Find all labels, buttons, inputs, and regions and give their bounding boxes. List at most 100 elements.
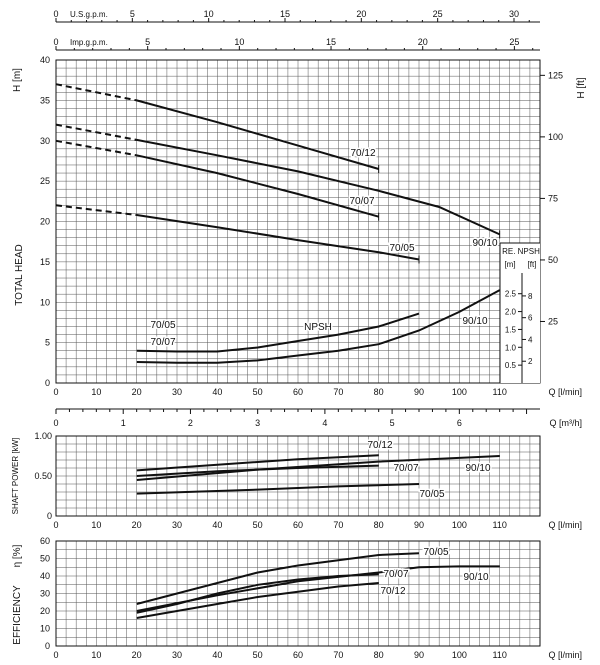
- eff-y-axis-title: EFFICIENCY: [12, 585, 23, 645]
- head-ft-tick-label: 25: [548, 316, 558, 326]
- eff-x-axis-label: Q [l/min]: [548, 650, 582, 660]
- curve-label-70-05: 70/05: [389, 243, 414, 254]
- head-y-tick-label: 5: [45, 338, 50, 348]
- top-axis-tick-label: 20: [356, 9, 366, 19]
- m3h-tick-label: 1: [121, 418, 126, 428]
- head-curve-90-10: [136, 138, 501, 236]
- eff-x-tick-label: 60: [293, 650, 303, 660]
- curve-label-70-07: 70/07: [150, 337, 175, 348]
- m3h-tick-label: 4: [322, 418, 327, 428]
- top-axis-tick-label: 25: [509, 37, 519, 47]
- top-axis-tick-label: 15: [326, 37, 336, 47]
- npsh-m-tick-label: 1.5: [505, 325, 517, 334]
- curve-label-70-05: 70/05: [150, 320, 175, 331]
- head-x-tick-label: 30: [172, 387, 182, 397]
- power-x-axis-label: Q [l/min]: [548, 520, 582, 530]
- head-curve-70-05-dashed: [55, 204, 137, 216]
- eff-y-tick-label: 10: [40, 624, 50, 634]
- head-curve-70-05: [136, 214, 420, 261]
- m3h-tick-label: 0: [53, 418, 58, 428]
- eff-x-tick-label: 0: [53, 650, 58, 660]
- head-x-tick-label: 10: [91, 387, 101, 397]
- power-x-tick-label: 70: [333, 520, 343, 530]
- head-y-unit-right: H [ft]: [576, 77, 587, 98]
- curve-label-70-12: 70/12: [350, 148, 375, 159]
- head-y-axis-title: TOTAL HEAD: [14, 244, 25, 306]
- power-y-tick-label: 0: [47, 511, 52, 521]
- top-axis-tick-label: 15: [280, 9, 290, 19]
- eff-x-tick-label: 30: [172, 650, 182, 660]
- eff-frame: [55, 540, 541, 647]
- power-curve-70-12: [136, 454, 379, 472]
- head-y-tick-label: 40: [40, 55, 50, 65]
- eff-y-tick-label: 0: [45, 641, 50, 651]
- head-curve-90-10-dashed: [55, 123, 137, 141]
- head-y-tick-label: 30: [40, 136, 50, 146]
- npsh-unit-m: [m]: [504, 260, 515, 269]
- curve-label-90-10: 90/10: [472, 238, 497, 249]
- npsh-curve-npsh: [136, 312, 420, 353]
- power-x-tick-label: 20: [132, 520, 142, 530]
- eff-x-tick-label: 70: [333, 650, 343, 660]
- power-x-tick-label: 80: [374, 520, 384, 530]
- eff-y-tick-label: 30: [40, 589, 50, 599]
- top-axis-tick-label: 30: [509, 9, 519, 19]
- eff-x-tick-label: 100: [452, 650, 467, 660]
- head-x-tick-label: 40: [212, 387, 222, 397]
- head-x-tick-label: 110: [492, 387, 506, 397]
- power-frame: [55, 435, 541, 517]
- power-x-tick-label: 100: [452, 520, 467, 530]
- power-x-tick-label: 40: [212, 520, 222, 530]
- eff-x-tick-label: 50: [253, 650, 263, 660]
- npsh-ft-tick-label: 2: [528, 357, 533, 366]
- m3h-tick-label: 2: [188, 418, 193, 428]
- head-y-tick-label: 25: [40, 176, 50, 186]
- power-curve-label-70-12: 70/12: [367, 440, 392, 451]
- power-curve-label-70-07: 70/07: [393, 463, 418, 474]
- eff-curve-70-05: [136, 552, 420, 605]
- head-x-axis-label: Q [l/min]: [548, 387, 582, 397]
- eff-y-tick-label: 40: [40, 571, 50, 581]
- head-y-tick-label: 10: [40, 297, 50, 307]
- power-x-tick-label: 10: [91, 520, 101, 530]
- eff-x-tick-label: 90: [414, 650, 424, 660]
- eff-y-tick-label: 20: [40, 606, 50, 616]
- top-axis-tick-label: 20: [418, 37, 428, 47]
- eff-x-tick-label: 80: [374, 650, 384, 660]
- head-curve-70-12-dashed: [55, 83, 137, 102]
- npsh-ft-tick-label: 6: [528, 314, 533, 323]
- npsh-unit-ft: [ft]: [528, 260, 537, 269]
- head-y-tick-label: 15: [40, 257, 50, 267]
- power-x-tick-label: 30: [172, 520, 182, 530]
- eff-x-tick-label: 20: [132, 650, 142, 660]
- head-x-tick-label: 70: [333, 387, 343, 397]
- head-x-tick-label: 60: [293, 387, 303, 397]
- npsh-m-tick-label: 0.5: [505, 361, 517, 370]
- npsh-box-bg: [500, 243, 540, 383]
- head-x-tick-label: 90: [414, 387, 424, 397]
- head-y-unit-left: H [m]: [12, 68, 23, 92]
- power-curve-label-70-05: 70/05: [419, 489, 444, 500]
- npsh-m-tick-label: 1.0: [505, 343, 517, 352]
- head-x-tick-label: 0: [53, 387, 58, 397]
- top-axis-label: Imp.g.p.m.: [70, 38, 108, 47]
- head-x-tick-label: 100: [452, 387, 467, 397]
- npsh-box-title: RE. NPSH: [502, 247, 540, 256]
- power-x-tick-label: 90: [414, 520, 424, 530]
- power-y-tick-label: 1.00: [34, 431, 52, 441]
- head-frame: [55, 59, 541, 384]
- head-ft-tick-label: 50: [548, 255, 558, 265]
- power-y-axis-title: SHAFT POWER [kW]: [11, 438, 20, 515]
- power-x-tick-label: 60: [293, 520, 303, 530]
- top-axis-tick-label: 5: [130, 9, 135, 19]
- head-y-tick-label: 20: [40, 217, 50, 227]
- npsh-m-tick-label: 2.0: [505, 308, 517, 317]
- npsh-ft-tick-label: 4: [528, 335, 533, 344]
- top-axis-tick-label: 10: [234, 37, 244, 47]
- head-ft-tick-label: 75: [548, 193, 558, 203]
- power-curve-70-05: [136, 483, 420, 495]
- eff-x-tick-label: 110: [492, 650, 506, 660]
- power-curve-label-90-10: 90/10: [465, 463, 490, 474]
